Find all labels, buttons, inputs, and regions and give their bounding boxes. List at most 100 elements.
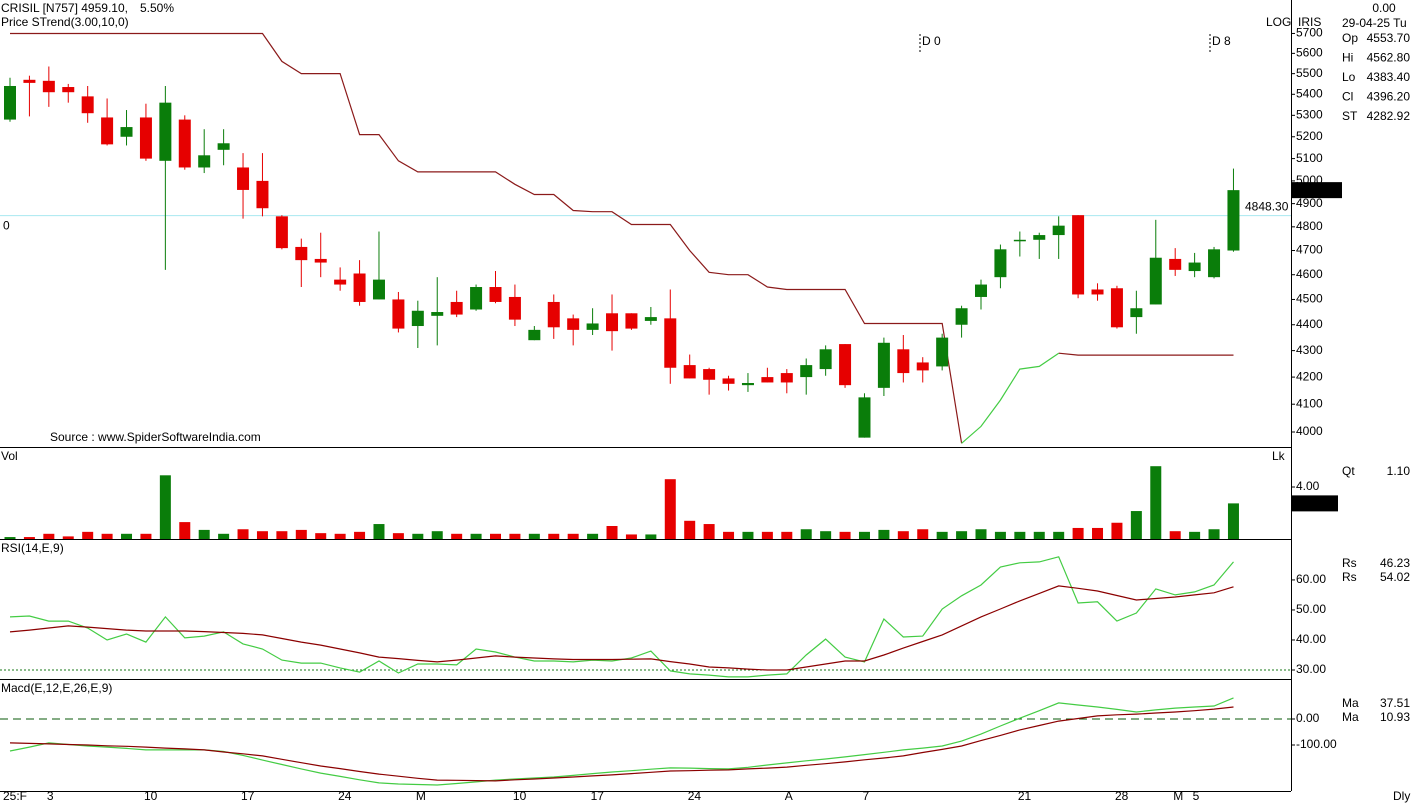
annotation: D 0 bbox=[922, 34, 941, 48]
volume-bar bbox=[1189, 531, 1201, 539]
last-price-label: 4959.10 bbox=[1294, 182, 1338, 196]
volume-bar bbox=[1208, 529, 1220, 539]
volume-bar bbox=[703, 524, 715, 539]
volume-bar bbox=[1150, 466, 1162, 539]
last-price-box bbox=[1292, 182, 1342, 199]
volume-bar bbox=[897, 531, 909, 539]
volume-bar bbox=[82, 531, 94, 539]
info-value: 4562.80 bbox=[1367, 51, 1411, 65]
volume-bar bbox=[1072, 527, 1084, 539]
candle-body bbox=[722, 378, 735, 384]
candle-body bbox=[877, 342, 890, 388]
candle-body bbox=[372, 279, 385, 300]
volume-bar bbox=[470, 533, 482, 539]
candle-body bbox=[1013, 239, 1026, 242]
volume-bar bbox=[956, 531, 968, 539]
volume-bar bbox=[664, 479, 676, 539]
candle-body bbox=[1091, 289, 1104, 295]
candle-body bbox=[489, 287, 502, 302]
candle-body bbox=[916, 362, 929, 371]
y-tick-label: 5400 bbox=[1296, 86, 1323, 100]
volume-bar bbox=[1014, 531, 1026, 539]
info-value: 37.51 bbox=[1380, 696, 1410, 710]
volume-bar bbox=[1169, 531, 1181, 539]
volume-bar bbox=[800, 529, 812, 539]
volume-bar bbox=[1130, 511, 1142, 539]
candle-body bbox=[1110, 288, 1123, 328]
candle-body bbox=[314, 258, 327, 263]
x-tick-label: 10 bbox=[144, 789, 158, 803]
candle-body bbox=[1188, 262, 1201, 272]
volume-bar bbox=[140, 533, 152, 539]
volume-bar bbox=[723, 531, 735, 539]
y-tick-label: 4900 bbox=[1296, 196, 1323, 210]
volume-bar bbox=[179, 522, 191, 539]
x-tick-label: 3 bbox=[47, 789, 54, 803]
volume-bar bbox=[1227, 503, 1239, 539]
x-tick-label: 21 bbox=[1018, 789, 1032, 803]
volume-bar bbox=[645, 534, 657, 539]
candle-body bbox=[528, 329, 541, 341]
volume-bar bbox=[936, 531, 948, 539]
y-tick-label: 4100 bbox=[1296, 396, 1323, 410]
candle-body bbox=[567, 318, 580, 330]
period-label: Dly bbox=[1393, 789, 1410, 803]
candle-body bbox=[800, 365, 813, 378]
x-tick-label: 17 bbox=[591, 789, 605, 803]
series-line bbox=[9, 706, 1234, 782]
y-tick-label: 30.00 bbox=[1296, 662, 1326, 676]
source-label: Source : www.SpiderSoftwareIndia.com bbox=[50, 430, 261, 444]
y-tick-label: 40.00 bbox=[1296, 632, 1326, 646]
volume-bar bbox=[62, 536, 74, 539]
y-tick-label: 5200 bbox=[1296, 129, 1323, 143]
volume-bar bbox=[975, 529, 987, 539]
volume-bar bbox=[451, 533, 463, 539]
candle-body bbox=[4, 85, 16, 120]
scale-label: IRIS bbox=[1298, 15, 1321, 29]
panel-title: RSI(14,E,9) bbox=[1, 541, 64, 555]
y-tick-label: 5100 bbox=[1296, 151, 1323, 165]
y-tick-label: 5700 bbox=[1296, 26, 1323, 40]
panel-title: Vol bbox=[1, 449, 18, 463]
chart-title: CRISIL [N757] 4959.10, bbox=[1, 1, 128, 15]
y-tick-label: 4200 bbox=[1296, 369, 1323, 383]
x-tick-label: 24 bbox=[688, 789, 702, 803]
x-tick-label: 10 bbox=[513, 789, 527, 803]
series-line bbox=[961, 352, 1060, 444]
info-value: 4383.40 bbox=[1367, 70, 1411, 84]
x-tick-label: M bbox=[1173, 789, 1183, 803]
series-line bbox=[10, 32, 1234, 444]
volume-bar bbox=[218, 533, 230, 539]
candle-body bbox=[1169, 258, 1182, 270]
candle-body bbox=[1072, 215, 1085, 295]
candle-body bbox=[1149, 257, 1162, 305]
annotation: D 8 bbox=[1212, 34, 1231, 48]
cursor-value: 0.00 bbox=[1372, 1, 1396, 15]
volume-bar bbox=[1053, 531, 1065, 539]
candle-body bbox=[334, 279, 347, 285]
candle-body bbox=[586, 323, 599, 330]
candle-body bbox=[761, 377, 774, 383]
info-key: Hi bbox=[1342, 51, 1353, 65]
x-tick-label: M bbox=[416, 789, 426, 803]
info-key: Qt bbox=[1342, 464, 1355, 478]
volume-bar bbox=[490, 533, 501, 539]
y-tick-label: -100.00 bbox=[1296, 737, 1337, 751]
candle-body bbox=[392, 299, 405, 329]
candle-body bbox=[819, 349, 832, 370]
candle-body bbox=[295, 246, 308, 261]
candle-body bbox=[897, 349, 910, 374]
candle-body bbox=[275, 216, 288, 249]
candle-body bbox=[780, 373, 793, 383]
volume-bar bbox=[276, 531, 288, 539]
y-tick-label: 60.00 bbox=[1296, 572, 1326, 586]
candle-body bbox=[703, 369, 716, 380]
candle-body bbox=[411, 310, 424, 327]
info-key: Ma bbox=[1342, 710, 1359, 724]
y-tick-label: 4400 bbox=[1296, 317, 1323, 331]
x-tick-label: 25:F bbox=[3, 789, 27, 803]
candle-body bbox=[839, 344, 852, 386]
candle-body bbox=[101, 117, 114, 145]
